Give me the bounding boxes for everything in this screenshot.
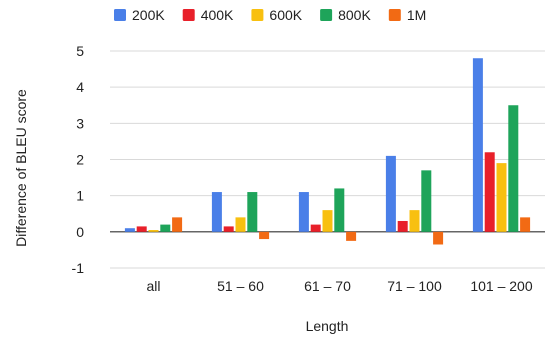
bar-200k-3 xyxy=(385,155,396,232)
y-tick-label: 3 xyxy=(76,115,84,131)
bar-1m-2 xyxy=(346,231,357,241)
bar-400k-1 xyxy=(223,226,234,232)
legend-swatch-400k xyxy=(182,9,195,21)
legend-swatch-1m xyxy=(388,9,401,21)
x-tick-labels: all 51 – 60 61 – 70 71 – 100 101 – 200 xyxy=(146,278,532,294)
legend-label: 600K xyxy=(269,7,302,23)
bar-1m-4 xyxy=(520,217,531,232)
bar-400k-0 xyxy=(136,226,147,232)
legend-swatch-200k xyxy=(114,9,126,21)
legend-swatch-800k xyxy=(320,9,333,21)
bar-400k-3 xyxy=(397,220,408,232)
bar-600k-2 xyxy=(322,210,333,232)
y-axis-label: Difference of BLEU score xyxy=(13,89,29,247)
bar-400k-4 xyxy=(484,152,495,232)
bar-800k-2 xyxy=(334,188,345,232)
bars xyxy=(124,58,531,245)
legend-label: 200K xyxy=(132,7,165,23)
bar-1m-3 xyxy=(433,231,444,245)
legend: 200K 400K 600K 800K 1M xyxy=(114,7,426,23)
bar-800k-1 xyxy=(247,192,258,232)
bar-800k-4 xyxy=(508,105,519,232)
legend-swatch-600k xyxy=(251,9,264,21)
x-tick-label: 61 – 70 xyxy=(304,278,351,294)
y-tick-label: 1 xyxy=(76,188,84,204)
x-tick-label: 101 – 200 xyxy=(470,278,532,294)
bar-600k-1 xyxy=(235,217,246,232)
bar-800k-0 xyxy=(160,224,171,232)
gridlines xyxy=(110,50,545,269)
legend-label: 400K xyxy=(201,7,234,23)
y-tick-label: 0 xyxy=(76,224,84,240)
legend-label: 800K xyxy=(338,7,371,23)
bar-600k-0 xyxy=(148,230,159,232)
y-tick-label: 2 xyxy=(76,152,84,168)
legend-label: 1M xyxy=(407,7,426,23)
y-tick-labels: -1 0 1 2 3 4 5 xyxy=(72,43,85,276)
bar-200k-0 xyxy=(124,228,135,232)
bar-600k-3 xyxy=(409,210,420,232)
bar-800k-3 xyxy=(421,170,432,232)
bar-200k-1 xyxy=(211,192,222,232)
y-tick-label: 5 xyxy=(76,43,84,59)
bar-600k-4 xyxy=(496,163,507,232)
bar-200k-4 xyxy=(472,58,483,232)
y-tick-label: 4 xyxy=(76,79,84,95)
x-tick-label: all xyxy=(146,278,160,294)
x-tick-label: 51 – 60 xyxy=(217,278,264,294)
x-axis-label: Length xyxy=(306,318,349,334)
bar-200k-2 xyxy=(298,192,309,232)
bar-400k-2 xyxy=(310,224,321,232)
y-tick-label: -1 xyxy=(72,260,85,276)
x-tick-label: 71 – 100 xyxy=(387,278,442,294)
bar-1m-0 xyxy=(172,217,183,232)
bar-1m-1 xyxy=(259,231,270,240)
